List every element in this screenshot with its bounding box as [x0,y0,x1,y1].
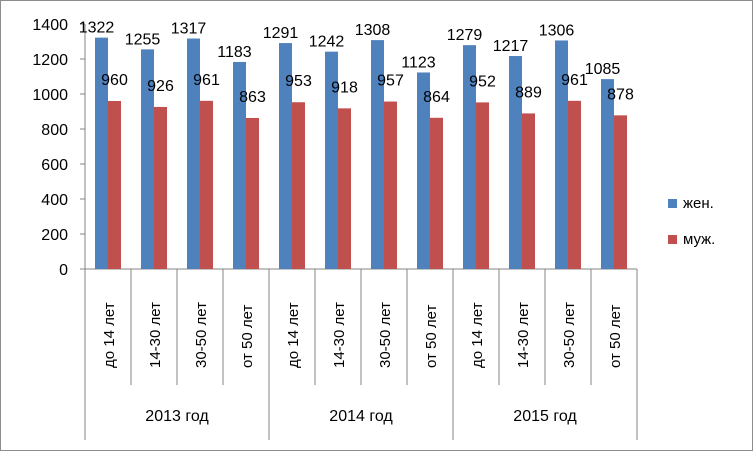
category-label: до 14 лет [101,302,118,368]
bar-male [154,106,167,269]
data-label-male: 961 [193,72,220,89]
data-label-female: 1279 [447,27,483,44]
bar-female [555,40,568,270]
bar-male [522,113,535,269]
data-label-male: 952 [469,73,496,90]
category-label: до 14 лет [285,302,302,368]
bar-male [246,117,259,269]
y-tick-label: 800 [41,122,68,139]
bar-male [200,100,213,269]
bar-male [476,102,489,270]
y-tick-label: 200 [41,227,68,244]
y-tick-label: 1400 [32,17,68,34]
bar-male [338,108,351,269]
bar-female [601,79,614,269]
data-label-female: 1217 [493,38,529,55]
data-label-male: 878 [607,86,634,103]
category-label: до 14 лет [469,302,486,368]
y-tick-label: 600 [41,157,68,174]
y-tick-label: 1000 [32,87,68,104]
data-label-female: 1306 [539,22,575,39]
data-label-male: 953 [285,73,312,90]
data-label-male: 957 [377,73,404,90]
bar-female [279,43,292,270]
category-label: 30-50 лет [377,302,394,368]
data-label-female: 1291 [263,25,299,42]
bar-female [371,40,384,269]
data-label-female: 1322 [79,20,115,37]
category-label: 30-50 лет [561,302,578,368]
data-label-female: 1255 [125,31,161,48]
data-label-male: 960 [101,72,128,89]
category-label: 14-30 лет [515,302,532,368]
bar-female [463,45,476,269]
data-label-female: 1085 [585,61,621,78]
legend-swatch [668,235,677,244]
category-label: 14-30 лет [331,302,348,368]
category-label: 14-30 лет [147,302,164,368]
data-label-female: 1242 [309,34,345,51]
data-label-male: 918 [331,79,358,96]
legend-label: жен. [683,195,714,212]
category-label: от 50 лет [239,305,256,368]
bar-male [430,117,443,269]
bar-male [108,101,121,269]
data-label-male: 926 [147,78,174,95]
group-label: 2014 год [329,408,393,425]
data-label-male: 961 [561,72,588,89]
bar-female [417,72,430,269]
y-tick-label: 1200 [32,52,68,69]
group-label: 2013 год [145,408,209,425]
legend-swatch [668,199,677,208]
data-label-female: 1123 [401,54,436,71]
data-label-female: 1308 [355,22,391,39]
data-label-male: 889 [515,84,542,101]
data-label-male: 863 [239,89,266,106]
bar-male [292,102,305,269]
bar-female [509,56,522,270]
data-label-female: 1183 [217,44,252,61]
group-label: 2015 год [513,408,577,425]
category-label: от 50 лет [607,305,624,368]
bar-female [95,37,108,270]
bar-male [384,101,397,270]
bar-male [614,115,627,269]
legend-label: муж. [683,231,715,248]
data-label-male: 864 [423,89,450,106]
bar-female [325,51,338,270]
bar-male [568,100,581,269]
y-tick-label: 400 [41,192,68,209]
bar-female [141,49,154,269]
category-label: 30-50 лет [193,302,210,368]
category-label: от 50 лет [423,305,440,368]
data-label-female: 1317 [171,21,207,38]
y-tick-label: 0 [59,262,68,279]
bar-female [233,61,246,269]
bar-female [187,38,200,270]
